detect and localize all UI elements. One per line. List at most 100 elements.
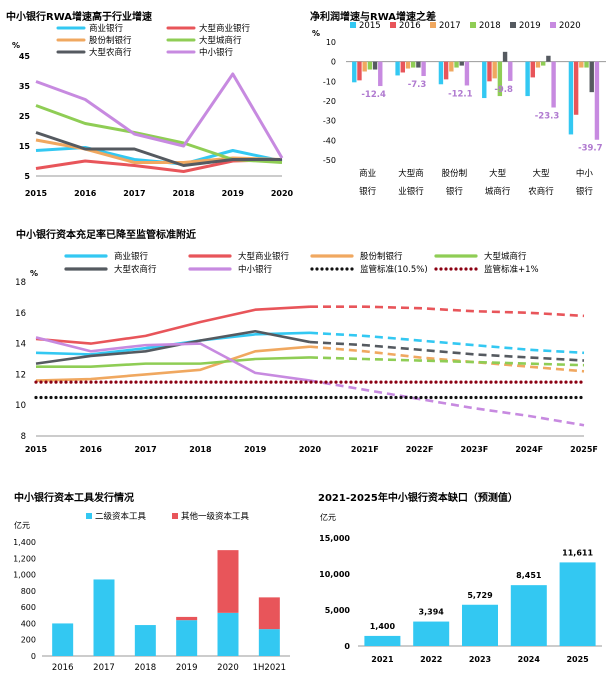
data-label-2025: 11,611 [562, 548, 593, 557]
y-unit: % [30, 269, 38, 278]
bar-2024 [510, 585, 547, 646]
series-line-中小银行 [35, 336, 311, 382]
y-tick-25: 25 [19, 112, 31, 121]
bar-2017-3 [492, 61, 497, 79]
y-tick-800: 800 [21, 587, 36, 596]
y-tick-600: 600 [21, 603, 36, 612]
legend-label-2016: 2016 [399, 21, 421, 31]
legend-label-2019: 2019 [519, 21, 541, 31]
bar-2015-2 [438, 61, 444, 85]
x-tick-2023: 2023 [469, 655, 491, 664]
bar-2022 [413, 621, 450, 646]
x-tick-2016: 2016 [52, 663, 74, 673]
y-unit: 亿元 [320, 512, 336, 522]
category-label-2-0: 股份制 [442, 168, 468, 179]
legend-label-2018: 2018 [479, 21, 501, 31]
legend-label-大型农商行: 大型农商行 [114, 264, 157, 275]
y-tick-12: 12 [15, 370, 26, 380]
bar-2016-3 [487, 61, 492, 82]
chart5-title: 2021-2025年中小银行资本缺口（预测值） [318, 493, 518, 504]
y-tick-1,000: 1,000 [13, 571, 36, 580]
series-forecast-大型城商行 [309, 356, 585, 367]
chart5-capital-gap: 亿元 0 5,000 10,000 15,000 1,400 2021 3,394 2022 5,… [319, 512, 602, 664]
x-tick-2024: 2024 [518, 655, 541, 664]
x-tick-2020: 2020 [299, 445, 322, 454]
y-unit: % [12, 41, 20, 50]
bar-2020-3 [508, 61, 513, 81]
data-label-0: -12.4 [361, 90, 386, 100]
y-tick-16: 16 [15, 309, 26, 319]
x-tick-2018: 2018 [189, 445, 212, 454]
series-forecast-股份制银行 [309, 345, 585, 373]
bar-二级资本工具-2016 [52, 623, 74, 656]
bar-2021 [364, 635, 401, 646]
category-label-4-1: 农商行 [528, 186, 554, 197]
y-tick--40: -40 [323, 136, 336, 145]
legend-swatch-2015 [350, 22, 356, 28]
y-tick-8: 8 [21, 432, 26, 442]
legend-swatch-2017 [430, 22, 436, 28]
y-tick-15,000: 15,000 [319, 534, 350, 543]
legend-label-监管标准+1%: 监管标准+1% [484, 264, 539, 275]
x-tick-2022F: 2022F [406, 445, 434, 454]
legend-label-2015: 2015 [359, 21, 381, 31]
x-tick-2016: 2016 [80, 445, 103, 454]
legend-label-2017: 2017 [439, 21, 461, 31]
x-tick-1H2021: 1H2021 [253, 663, 286, 673]
series-line-大型农商行 [35, 329, 311, 365]
category-label-4-0: 大型 [532, 168, 550, 179]
bar-二级资本工具-2018 [134, 625, 156, 656]
x-tick-2018: 2018 [135, 663, 157, 673]
bar-2015-5 [568, 61, 574, 135]
y-tick-10,000: 10,000 [319, 570, 350, 579]
bar-2017-5 [579, 61, 584, 68]
y-tick-200: 200 [21, 636, 36, 645]
data-label-5: -39.7 [578, 144, 603, 154]
bar-2018-2 [454, 61, 459, 68]
legend-label-股份制银行: 股份制银行 [89, 35, 132, 46]
category-label-2-1: 银行 [446, 186, 464, 197]
category-label-5-0: 中小 [576, 168, 594, 179]
bar-2018-0 [367, 61, 373, 70]
bar-2017-2 [449, 61, 454, 72]
y-tick--20: -20 [323, 97, 336, 106]
bar-2020-2 [464, 61, 470, 86]
bar-二级资本工具-2019 [176, 620, 198, 656]
legend-label-二级资本工具: 二级资本工具 [95, 511, 147, 522]
bar-2016-5 [573, 61, 579, 115]
series-line-大型城商行 [36, 356, 311, 368]
bar-2019-5 [589, 61, 594, 93]
data-label-4: -23.3 [535, 111, 560, 121]
x-tick-2020: 2020 [217, 663, 239, 673]
y-tick-15: 15 [19, 142, 31, 151]
bar-2023 [462, 604, 498, 646]
bar-其他一级资本工具-2019 [176, 616, 198, 621]
bar-其他一级资本工具-2020 [217, 550, 239, 613]
data-label-2021: 1,400 [370, 622, 396, 631]
x-tick-2019: 2019 [176, 663, 198, 673]
x-tick-2018: 2018 [172, 189, 195, 198]
x-tick-2016: 2016 [74, 189, 97, 198]
legend-swatch-其他一级资本工具 [172, 513, 178, 519]
x-tick-2019: 2019 [244, 445, 267, 454]
legend-swatch-二级资本工具 [86, 513, 92, 519]
bar-2020-4 [551, 61, 556, 108]
series-line-股份制银行 [35, 345, 311, 382]
chart1-title: 中小银行RWA增速高于行业增速 [6, 12, 153, 23]
y-tick-400: 400 [21, 619, 36, 628]
y-tick-5,000: 5,000 [325, 606, 351, 615]
x-tick-2017: 2017 [93, 663, 115, 673]
x-tick-2023F: 2023F [461, 445, 489, 454]
bar-2015-0 [352, 61, 357, 83]
legend-label-大型商业银行: 大型商业银行 [238, 251, 290, 262]
bar-2015-3 [482, 61, 487, 99]
legend-label-大型城商行: 大型城商行 [484, 251, 527, 262]
data-label-2: -12.1 [448, 89, 473, 99]
x-tick-2025F: 2025F [570, 445, 598, 454]
series-forecast-中小银行 [309, 379, 585, 427]
bar-2017-0 [362, 61, 367, 72]
category-label-1-0: 大型商 [398, 168, 424, 179]
bar-2016-1 [400, 61, 405, 73]
category-label-0-1: 银行 [359, 186, 377, 197]
